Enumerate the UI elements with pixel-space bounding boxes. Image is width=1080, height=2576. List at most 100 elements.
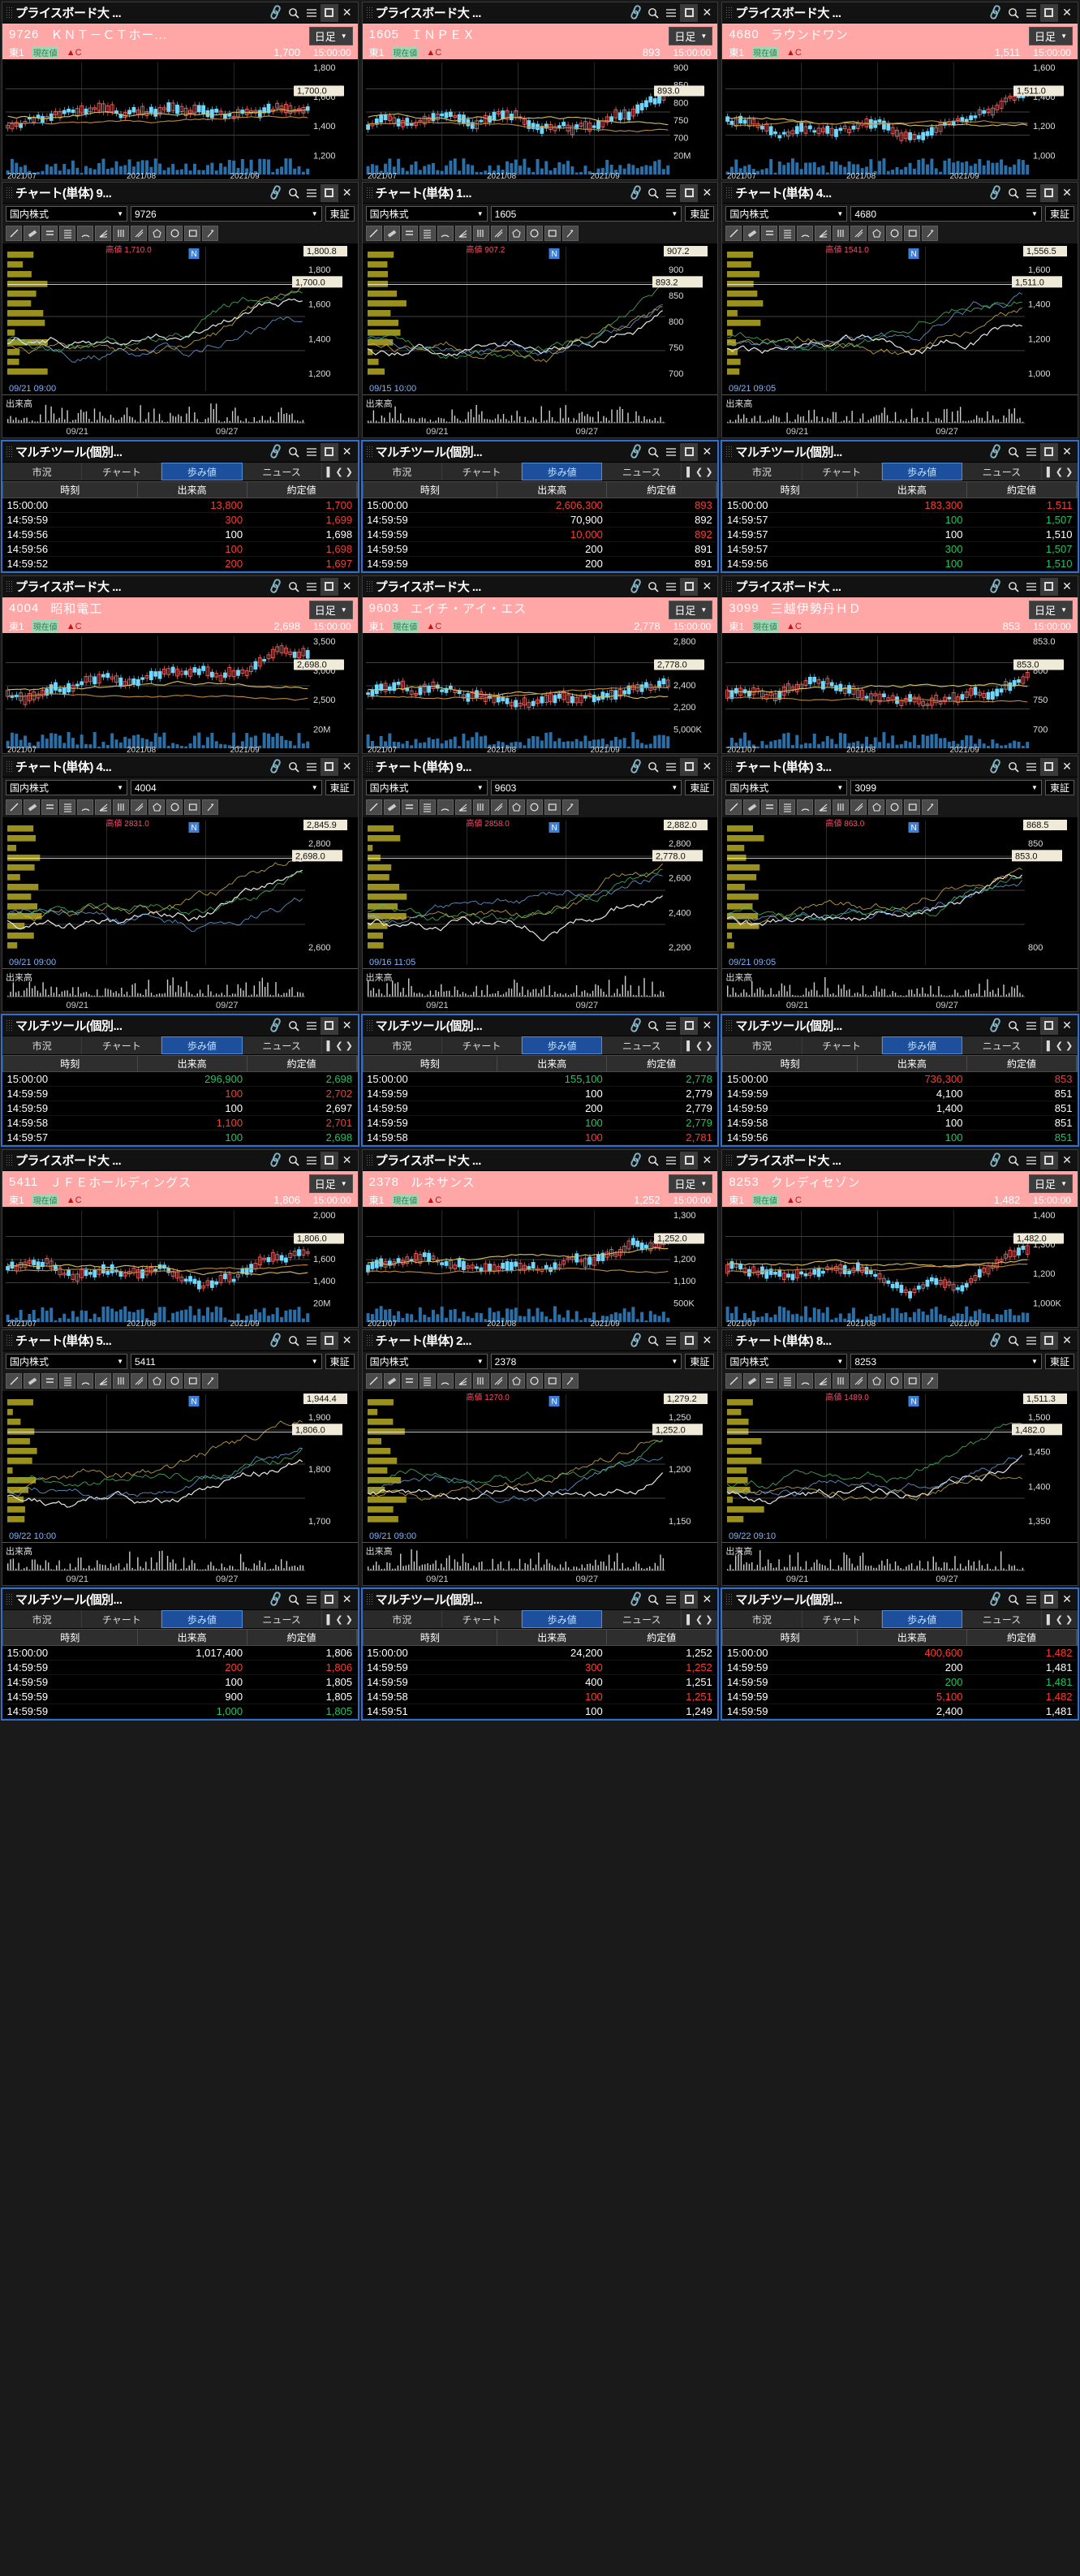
tab-3[interactable]: ニュース bbox=[242, 1036, 322, 1054]
period-selector[interactable]: 日足 ▼ bbox=[1029, 601, 1073, 619]
code-select[interactable]: 9603 ▼ bbox=[490, 780, 682, 795]
chart-tool-5[interactable] bbox=[797, 226, 814, 241]
ayumi-table[interactable]: 時刻 出来高 約定値 15:00:00 296,900 2,698 14:59:… bbox=[2, 1055, 358, 1145]
multitool-tabs[interactable]: 市況 チャート 歩み値 ニュース ▌ ❮ ❯ bbox=[2, 1036, 358, 1055]
table-row[interactable]: 14:59:59 300 1,699 bbox=[2, 512, 358, 528]
window-grip[interactable] bbox=[6, 445, 13, 459]
chart-volume[interactable]: 出来高 09/21 09/27 bbox=[2, 968, 358, 1011]
link-icon[interactable]: 🔗 bbox=[986, 577, 1005, 595]
table-row[interactable]: 14:59:59 200 1,806 bbox=[2, 1660, 358, 1675]
chart-window[interactable]: チャート(単体) 4... 🔗 ✕ 国内株式 ▼ 4004 ▼ 東証 N 高値 283… bbox=[2, 756, 359, 1012]
chart-tool-7[interactable] bbox=[833, 226, 850, 241]
search-icon[interactable] bbox=[285, 443, 303, 461]
table-row[interactable]: 14:59:59 200 2,779 bbox=[363, 1101, 717, 1116]
market-select[interactable]: 国内株式 ▼ bbox=[725, 780, 848, 795]
chart-volume[interactable]: 出来高 09/21 09/27 bbox=[362, 394, 718, 437]
tab-0[interactable]: 市況 bbox=[362, 1036, 442, 1054]
table-row[interactable]: 14:59:59 100 1,805 bbox=[2, 1674, 358, 1690]
search-icon[interactable] bbox=[1005, 1152, 1022, 1170]
priceboard-window[interactable]: プライスボード大 ... 🔗 ✕ 8253 クレディセゾン 日足 ▼ 東1 現在値… bbox=[721, 1149, 1078, 1328]
chart-tool-5[interactable] bbox=[797, 1373, 814, 1389]
table-row[interactable]: 15:00:00 296,900 2,698 bbox=[2, 1071, 358, 1087]
table-row[interactable]: 14:59:59 200 891 bbox=[363, 556, 717, 571]
close-icon[interactable]: ✕ bbox=[342, 1019, 352, 1032]
table-row[interactable]: 15:00:00 155,100 2,778 bbox=[363, 1071, 717, 1087]
chart-volume[interactable]: 出来高 09/21 09/27 bbox=[722, 1542, 1078, 1585]
tab-0[interactable]: 市況 bbox=[2, 463, 83, 480]
table-row[interactable]: 14:59:59 100 2,779 bbox=[363, 1086, 717, 1101]
ayumi-table[interactable]: 時刻 出来高 約定値 15:00:00 1,017,400 1,806 14:5… bbox=[2, 1629, 358, 1719]
chart-tool-8[interactable] bbox=[131, 1373, 147, 1389]
table-row[interactable]: 15:00:00 400,600 1,482 bbox=[722, 1645, 1078, 1661]
code-select[interactable]: 5411 ▼ bbox=[131, 1354, 322, 1369]
market-select[interactable]: 国内株式 ▼ bbox=[725, 206, 848, 222]
tab-2[interactable]: 歩み値 bbox=[522, 463, 603, 480]
tab-0[interactable]: 市況 bbox=[362, 1610, 442, 1628]
maximize-icon[interactable] bbox=[680, 1331, 699, 1350]
link-icon[interactable]: 🔗 bbox=[626, 1016, 645, 1034]
chart-tool-11[interactable] bbox=[904, 226, 921, 241]
window-grip[interactable] bbox=[6, 6, 13, 19]
table-row[interactable]: 14:59:59 1,000 1,805 bbox=[2, 1704, 358, 1719]
menu-icon[interactable] bbox=[1022, 758, 1040, 776]
chart-tool-5[interactable] bbox=[77, 799, 93, 815]
priceboard-chart[interactable]: 90085080075070020M893.02021/072021/08202… bbox=[362, 59, 718, 179]
window-grip[interactable] bbox=[6, 1333, 13, 1347]
market-select[interactable]: 国内株式 ▼ bbox=[725, 1354, 848, 1369]
tab-nav[interactable]: ▌ ❮ ❯ bbox=[1042, 1610, 1078, 1628]
chart-tool-4[interactable] bbox=[59, 1373, 75, 1389]
exchange-button[interactable]: 東証 bbox=[685, 1354, 715, 1369]
chart-tool-4[interactable] bbox=[779, 226, 796, 241]
priceboard-chart[interactable]: 1,400 1,300 1,200 1,000K 1,482.0 2021/07 2021/… bbox=[722, 1207, 1078, 1327]
chart-tool-10[interactable] bbox=[166, 799, 183, 815]
priceboard-chart[interactable]: 853.0 800 750 700 853.0 2021/07 2021/08 2021/09 bbox=[722, 633, 1078, 753]
tab-0[interactable]: 市況 bbox=[2, 1036, 83, 1054]
chart-tool-9[interactable] bbox=[868, 226, 885, 241]
chart-tool-6[interactable] bbox=[454, 226, 471, 241]
window-grip[interactable] bbox=[6, 186, 13, 200]
chart-tool-10[interactable] bbox=[886, 799, 903, 815]
exchange-button[interactable]: 東証 bbox=[325, 1354, 355, 1369]
menu-icon[interactable] bbox=[1022, 443, 1040, 461]
priceboard-window[interactable]: プライスボード大 ... 🔗 ✕ 9726 ＫＮＴ－ＣＴホー... 日足 ▼ 東1… bbox=[2, 2, 359, 180]
table-row[interactable]: 14:59:59 10,000 892 bbox=[363, 527, 717, 542]
ayumi-table[interactable]: 時刻 出来高 約定値 15:00:00 400,600 1,482 14:59:… bbox=[722, 1629, 1078, 1719]
chart-window[interactable]: チャート(単体) 9... 🔗 ✕ 国内株式 ▼ 9726 ▼ 東証 N 高値 1,7… bbox=[2, 182, 359, 438]
maximize-icon[interactable] bbox=[320, 442, 338, 461]
priceboard-chart[interactable]: 1,3001,2501,2001,100500K1,252.02021/0720… bbox=[362, 1207, 718, 1327]
multitool-tabs[interactable]: 市況 チャート 歩み値 ニュース ▌ ❮ ❯ bbox=[362, 463, 718, 481]
table-row[interactable]: 14:59:59 4,100 851 bbox=[722, 1086, 1078, 1101]
window-grip[interactable] bbox=[6, 579, 13, 593]
table-row[interactable]: 14:59:59 900 1,805 bbox=[2, 1689, 358, 1704]
table-row[interactable]: 14:59:59 100 2,702 bbox=[2, 1086, 358, 1101]
chart-tool-2[interactable] bbox=[383, 1373, 400, 1389]
table-row[interactable]: 15:00:00 13,800 1,700 bbox=[2, 498, 358, 513]
chart-tool-12[interactable] bbox=[922, 226, 939, 241]
chart-tool-6[interactable] bbox=[815, 799, 832, 815]
table-row[interactable]: 14:59:58 100 2,781 bbox=[363, 1130, 717, 1145]
multitool-window[interactable]: マルチツール(個別... 🔗 ✕ 市況 チャート 歩み値 ニュース ▌ ❮ ❯ 時刻 … bbox=[1, 1587, 359, 1721]
window-titlebar[interactable]: マルチツール(個別... 🔗 ✕ bbox=[2, 1015, 358, 1036]
period-selector[interactable]: 日足 ▼ bbox=[669, 27, 713, 45]
menu-icon[interactable] bbox=[662, 1152, 680, 1170]
link-icon[interactable]: 🔗 bbox=[266, 1016, 285, 1034]
maximize-icon[interactable] bbox=[1039, 1151, 1058, 1170]
close-icon[interactable]: ✕ bbox=[702, 445, 712, 458]
search-icon[interactable] bbox=[285, 578, 303, 596]
menu-icon[interactable] bbox=[662, 1017, 680, 1035]
link-icon[interactable]: 🔗 bbox=[626, 3, 645, 21]
multitool-tabs[interactable]: 市況 チャート 歩み値 ニュース ▌ ❮ ❯ bbox=[722, 1036, 1078, 1055]
chart-tool-11[interactable] bbox=[904, 1373, 921, 1389]
priceboard-chart[interactable]: 1,600 1,400 1,200 1,000 1,511.0 2021/07 2021/0… bbox=[722, 59, 1078, 179]
link-icon[interactable]: 🔗 bbox=[626, 1331, 645, 1349]
chart-volume[interactable]: 出来高 09/21 09/27 bbox=[2, 1542, 358, 1585]
chart-tool-4[interactable] bbox=[779, 799, 796, 815]
table-row[interactable]: 14:59:59 200 891 bbox=[363, 541, 717, 557]
window-grip[interactable] bbox=[725, 186, 734, 200]
table-row[interactable]: 14:59:52 200 1,697 bbox=[2, 556, 358, 571]
search-icon[interactable] bbox=[644, 1017, 662, 1035]
close-icon[interactable]: ✕ bbox=[702, 579, 712, 592]
ayumi-table[interactable]: 時刻 出来高 約定値 15:00:00 736,300 853 14:59:59… bbox=[722, 1055, 1078, 1145]
window-titlebar[interactable]: マルチツール(個別... 🔗 ✕ bbox=[2, 1589, 358, 1610]
period-selector[interactable]: 日足 ▼ bbox=[308, 27, 353, 45]
